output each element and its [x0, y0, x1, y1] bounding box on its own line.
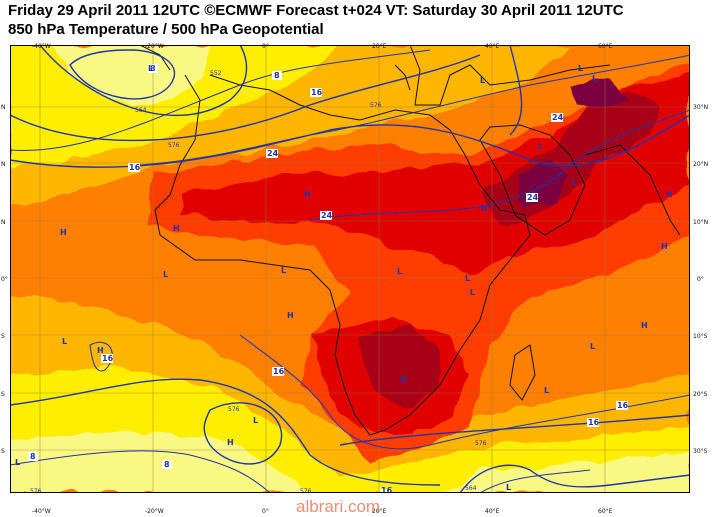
isotherm-label: 24	[552, 113, 564, 122]
lat-tick: N	[1, 161, 6, 168]
lon-tick: -20°W	[145, 508, 164, 515]
temp-zone-32plus-iran	[570, 80, 630, 110]
low-marker: L	[148, 64, 153, 73]
isotherm-label: 16	[381, 486, 393, 493]
lat-tick: S	[1, 391, 5, 398]
geopotential-label: 576	[370, 102, 382, 109]
geopotential-label: 576	[475, 440, 487, 447]
graticule	[10, 45, 690, 493]
map-frame	[10, 45, 690, 493]
low-marker: L	[15, 458, 20, 467]
weather-map: 8 16 24 24 24 24 16 16 16 16 8 8 8 16 16…	[10, 45, 690, 493]
lon-tick: -20°W	[145, 43, 164, 50]
high-marker: H	[661, 242, 668, 251]
lat-tick: 30°S	[693, 448, 708, 455]
geopotential-labels: 552 564 576 576 576 576 576 564 576	[30, 70, 487, 493]
watermark-text: albrari.com	[296, 497, 381, 516]
lon-tick: 0°	[262, 508, 269, 515]
lat-tick: 30°N	[693, 104, 709, 111]
isotherm-label: 24	[527, 193, 539, 202]
temp-zone-28-32-south	[360, 325, 440, 405]
lat-tick: N	[1, 219, 6, 226]
chart-title-line2: 850 hPa Temperature / 500 hPa Geopotenti…	[8, 21, 324, 38]
high-marker: H	[666, 190, 673, 199]
lon-tick: -40°W	[32, 508, 51, 515]
temp-zone-lt8-nw	[50, 45, 210, 105]
lon-tick: 0°	[262, 43, 269, 50]
geopotential-label: 576	[228, 406, 240, 413]
isotherm-label: 16	[102, 354, 114, 363]
geopotential-label: 564	[465, 485, 477, 492]
geopotential-label: 552	[210, 70, 222, 77]
isotherm-label: 8	[274, 71, 280, 80]
lat-tick: N	[1, 104, 6, 111]
lon-tick: 20°E	[372, 508, 387, 515]
low-marker: L	[480, 76, 485, 85]
low-marker: L	[592, 74, 597, 83]
lon-tick: -40°W	[32, 43, 51, 50]
low-marker: L	[163, 270, 168, 279]
isotherm-contours	[10, 49, 690, 493]
lat-tick: 20°S	[693, 391, 708, 398]
geopotential-label: 564	[135, 107, 147, 114]
chart-title-line1: Friday 29 April 2011 12UTC ©ECMWF Foreca…	[8, 2, 624, 19]
low-marker: L	[397, 267, 402, 276]
high-marker: H	[287, 311, 294, 320]
lat-tick: 0°	[1, 276, 8, 283]
isotherm-label: 16	[273, 367, 285, 376]
high-marker: H	[641, 321, 648, 330]
lon-tick: 40°E	[485, 508, 500, 515]
lon-tick: 40°E	[485, 43, 500, 50]
isotherm-label: 16	[588, 418, 600, 427]
high-marker: H	[97, 346, 104, 355]
lat-tick: 0°	[697, 276, 704, 283]
high-marker: H	[400, 375, 407, 384]
geopotential-label: 576	[168, 142, 180, 149]
contour-labels: 8 16 24 24 24 24 16 16 16 16 8 8 8 16 16	[28, 64, 629, 493]
low-marker: L	[572, 178, 577, 187]
lat-tick: S	[1, 333, 5, 340]
coastlines	[139, 45, 681, 436]
lat-tick: 10°S	[693, 333, 708, 340]
isotherm-label: 16	[617, 401, 629, 410]
lat-tick: 10°N	[693, 219, 709, 226]
lon-tick: 60°E	[598, 508, 613, 515]
high-marker: H	[60, 228, 67, 237]
low-marker: L	[62, 337, 67, 346]
low-marker: L	[253, 416, 258, 425]
low-marker: L	[506, 483, 511, 492]
geopotential-contours	[10, 45, 690, 493]
high-marker: H	[173, 224, 180, 233]
low-marker: L	[544, 386, 549, 395]
high-marker: H	[227, 438, 234, 447]
temp-zone-lt8-s	[10, 430, 310, 493]
high-marker: H	[481, 204, 488, 213]
isotherm-label: 16	[129, 163, 141, 172]
low-marker: L	[465, 274, 470, 283]
isotherm-label: 24	[267, 149, 279, 158]
geopotential-label: 576	[30, 488, 42, 493]
low-marker: L	[578, 64, 583, 73]
lon-tick: 60°E	[598, 43, 613, 50]
isotherm-label: 16	[311, 88, 323, 97]
pressure-centres: L L L L L L L L L L L L L L L L L H H H …	[15, 64, 673, 492]
low-marker: L	[281, 266, 286, 275]
isotherm-label: 24	[321, 211, 333, 220]
low-marker: L	[538, 142, 543, 151]
isotherm-label: 8	[164, 460, 170, 469]
low-marker: L	[470, 288, 475, 297]
geopotential-label: 576	[300, 488, 312, 493]
lat-tick: 20°N	[693, 161, 709, 168]
high-marker: H	[304, 190, 311, 199]
lon-tick: 20°E	[372, 43, 387, 50]
low-marker: L	[590, 342, 595, 351]
lat-tick: S	[1, 448, 5, 455]
isotherm-label: 8	[30, 452, 36, 461]
isotherm-label: 8	[150, 64, 156, 73]
